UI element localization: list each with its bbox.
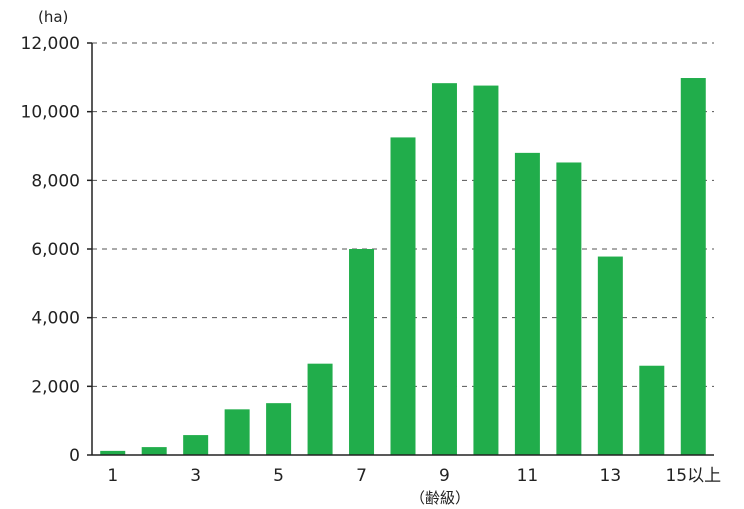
x-tick-label: 11 [517, 466, 539, 486]
bars [100, 78, 706, 455]
x-tick-labels: 1 3 5 7 9 11 13 15以上 [107, 466, 721, 486]
bar-4 [225, 409, 250, 455]
bar-8 [391, 137, 416, 455]
bar-12 [556, 162, 581, 455]
y-tick-label: 6,000 [31, 240, 80, 260]
bar-5 [266, 403, 291, 455]
y-tick-label: 10,000 [21, 103, 80, 123]
bar-15以上 [681, 78, 706, 455]
bar-10 [473, 86, 498, 455]
y-tick-label: 8,000 [31, 171, 80, 191]
x-tick-label: 5 [273, 466, 284, 486]
y-tick-label: 4,000 [31, 309, 80, 329]
x-tick-label: 9 [439, 466, 450, 486]
x-tick-label: 15以上 [665, 466, 721, 486]
y-tick-label: 2,000 [31, 377, 80, 397]
x-tick-label: 3 [190, 466, 201, 486]
bar-13 [598, 257, 623, 455]
bar-3 [183, 435, 208, 455]
x-tick-label: 1 [107, 466, 118, 486]
bar-14 [639, 366, 664, 455]
bar-11 [515, 153, 540, 455]
bar-2 [142, 447, 167, 455]
y-axis-unit: (ha) [38, 8, 68, 26]
bar-6 [308, 364, 333, 455]
x-axis-label: （齢級） [410, 489, 470, 507]
bar-7 [349, 249, 374, 455]
y-tick-label: 0 [69, 446, 80, 466]
y-tick-label: 12,000 [21, 34, 80, 54]
bar-9 [432, 83, 457, 455]
y-tick-labels: 0 2,000 4,000 6,000 8,000 10,000 12,000 [21, 34, 92, 466]
x-tick-label: 13 [600, 466, 622, 486]
x-tick-label: 7 [356, 466, 367, 486]
